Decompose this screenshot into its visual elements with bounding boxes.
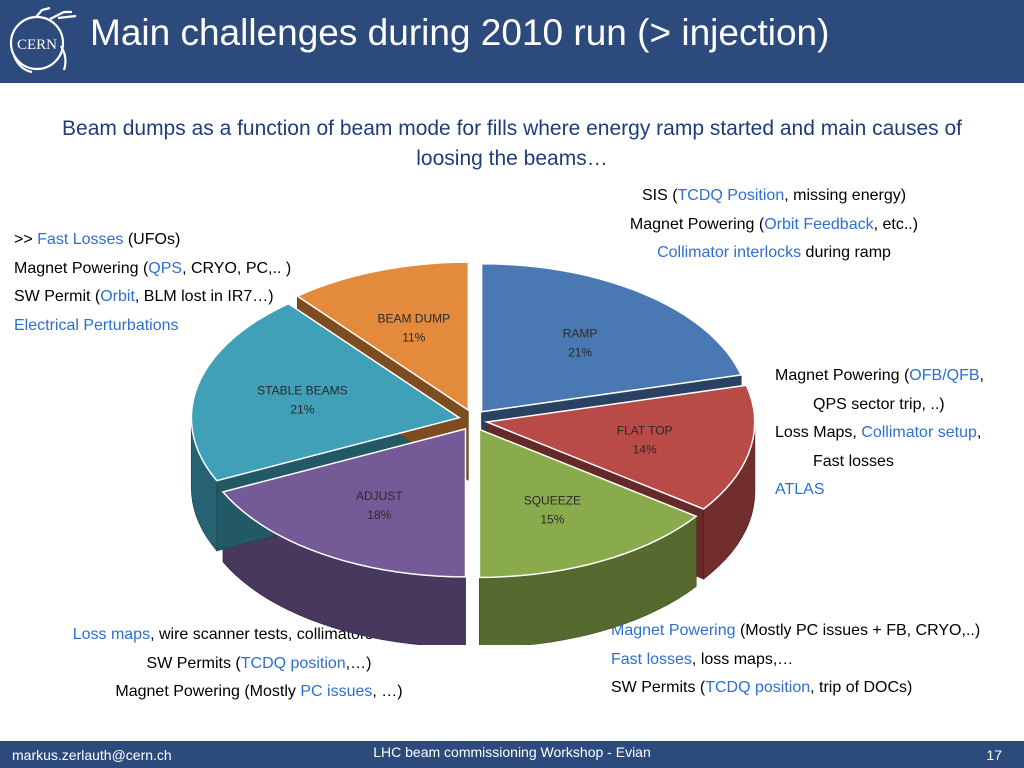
cern-logo: CERN (9, 6, 77, 74)
note-line: SW Permits (TCDQ position,…) (30, 650, 488, 679)
note-highlight: Fast losses (611, 650, 692, 668)
pie-label-stable-beams: STABLE BEAMS (257, 383, 347, 397)
note-line: ATLAS (775, 476, 984, 505)
pie-tops (190, 261, 756, 579)
note-line: SIS (TCDQ Position, missing energy) (598, 182, 950, 211)
pie-slice-flat-top (483, 384, 756, 510)
pie-label-adjust: ADJUST (356, 489, 403, 503)
note-text: , CRYO, PC,.. ) (182, 259, 292, 277)
notes-top-right: SIS (TCDQ Position, missing energy) Magne… (598, 182, 950, 268)
note-text: , (979, 367, 984, 384)
note-text: Magnet Powering ( (775, 367, 910, 384)
pie-value-beam-dump: 11% (402, 331, 425, 345)
note-line: SW Permits (TCDQ position, trip of DOCs) (611, 674, 980, 703)
note-text: , trip of DOCs) (810, 679, 913, 696)
note-highlight: TCDQ position (240, 654, 346, 672)
pie-value-stable-beams: 21% (290, 402, 314, 416)
note-text: SIS ( (641, 187, 678, 204)
page-number: 17 (986, 747, 1002, 763)
note-line: QPS sector trip, ..) (775, 391, 984, 420)
note-highlight: Magnet Powering (611, 622, 736, 639)
footer-bar: markus.zerlauth@cern.ch LHC beam commiss… (0, 741, 1024, 768)
note-text: , etc..) (873, 215, 919, 233)
note-line: >> Fast Losses (UFOs) (14, 226, 291, 255)
pie-slice-adjust (221, 427, 467, 578)
note-text: Magnet Powering (Mostly (115, 683, 301, 700)
notes-bottom-right: Magnet Powering (Mostly PC issues + FB, … (611, 617, 980, 703)
note-text: (UFOs) (123, 231, 181, 248)
note-line: Magnet Powering (OFB/QFB, (775, 362, 984, 391)
note-text: , (976, 424, 982, 441)
note-text: Loss Maps, (775, 424, 862, 441)
note-highlight: Orbit (100, 288, 135, 305)
note-line: Fast losses (775, 448, 984, 477)
note-highlight: PC issues (300, 683, 373, 700)
note-highlight: Orbit Feedback (764, 215, 874, 233)
note-line: Collimator interlocks during ramp (598, 239, 950, 268)
cern-logo-text: CERN (17, 37, 57, 53)
slide-title: Main challenges during 2010 run (> injec… (90, 12, 830, 53)
note-highlight: TCDQ position (705, 679, 811, 696)
note-text: SW Permits ( (611, 679, 706, 696)
note-text: SW Permit ( (14, 288, 101, 305)
pie-label-ramp: RAMP (563, 327, 598, 341)
note-line: Fast losses, loss maps,… (611, 646, 980, 675)
note-text: Fast losses (813, 452, 894, 470)
pie-value-adjust: 18% (367, 508, 391, 522)
note-highlight: Collimator interlocks (657, 244, 802, 261)
note-text: , BLM lost in IR7…) (134, 288, 274, 305)
header-bar: CERN Main challenges during 2010 run (> … (0, 0, 1024, 83)
pie-slice-ramp (480, 262, 743, 413)
pie-value-squeeze: 15% (540, 513, 564, 527)
note-highlight: OFB/QFB (909, 367, 980, 384)
pie-value-ramp: 21% (568, 346, 592, 360)
notes-right: Magnet Powering (OFB/QFB, QPS sector trip… (775, 362, 984, 505)
pie-slice-beam-dump (295, 261, 470, 412)
note-highlight: TCDQ Position (677, 187, 785, 204)
note-line: Electrical Perturbations (14, 312, 291, 341)
notes-bottom-left: Loss maps, wire scanner tests, collimato… (30, 621, 488, 707)
note-line: SW Permit (Orbit, BLM lost in IR7…) (14, 283, 291, 312)
note-text: , loss maps,… (691, 650, 794, 668)
note-line: Loss Maps, Collimator setup, (775, 419, 984, 448)
pie-label-flat-top: FLAT TOP (617, 424, 673, 438)
note-highlight: Collimator setup (861, 424, 977, 441)
note-text: Magnet Powering ( (14, 259, 149, 277)
note-text: QPS sector trip, ..) (813, 395, 945, 413)
note-text: (Mostly PC issues + FB, CRYO,..) (735, 622, 981, 639)
pie-slice-squeeze (478, 428, 698, 579)
note-highlight: Loss maps (72, 626, 151, 643)
note-highlight: Electrical Perturbations (14, 316, 179, 334)
pie-label-beam-dump: BEAM DUMP (377, 312, 450, 326)
note-text: >> (14, 231, 38, 248)
note-line: Magnet Powering (QPS, CRYO, PC,.. ) (14, 255, 291, 284)
beam-dump-pie-chart: RAMP 21% FLAT TOP 14% SQUEEZE 15% ADJUST 18% STA… (190, 261, 756, 645)
note-highlight: ATLAS (775, 481, 825, 498)
pie-value-flat-top: 14% (633, 443, 657, 457)
note-text: during ramp (801, 244, 891, 261)
note-line: Magnet Powering (Orbit Feedback, etc..) (598, 211, 950, 240)
pie-label-squeeze: SQUEEZE (524, 494, 581, 508)
note-line: Magnet Powering (Mostly PC issues, …) (30, 678, 488, 707)
note-line: Magnet Powering (Mostly PC issues + FB, … (611, 617, 980, 646)
note-highlight: Fast Losses (37, 231, 124, 248)
note-text: Magnet Powering ( (629, 215, 765, 233)
footer-email: markus.zerlauth@cern.ch (12, 747, 172, 763)
notes-left: >> Fast Losses (UFOs) Magnet Powering (QP… (14, 226, 291, 340)
footer-event: LHC beam commissioning Workshop - Evian (373, 744, 651, 760)
slide-subtitle: Beam dumps as a function of beam mode fo… (62, 117, 962, 170)
note-text: ,…) (345, 654, 372, 672)
note-text: SW Permits ( (146, 654, 241, 672)
note-text: , …) (372, 683, 403, 700)
note-text: , missing energy) (784, 187, 907, 204)
note-highlight: QPS (148, 259, 183, 277)
pie-labels: RAMP 21% FLAT TOP 14% SQUEEZE 15% ADJUST 18% STA… (257, 312, 672, 527)
pie-slice-stable-beams (190, 302, 462, 482)
